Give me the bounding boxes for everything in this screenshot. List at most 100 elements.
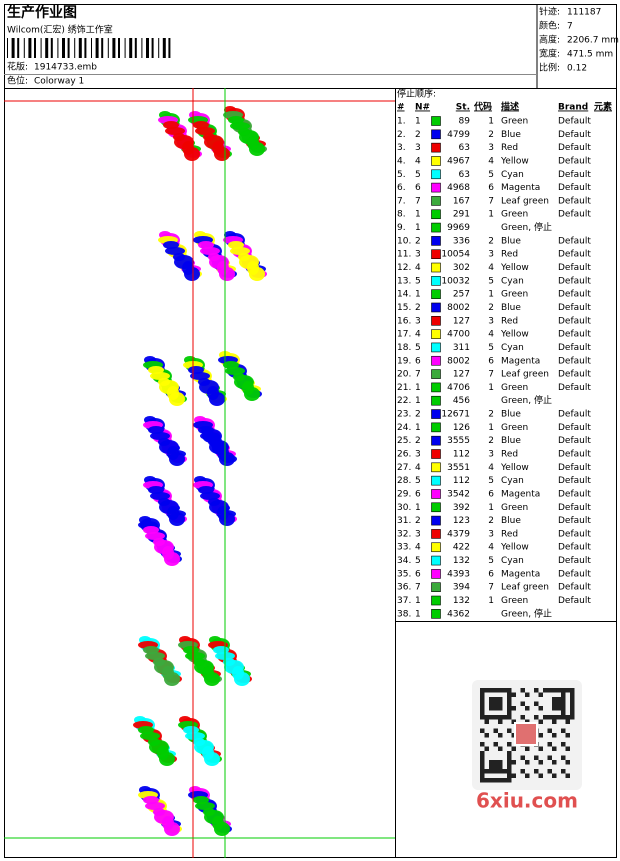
qr-cell xyxy=(561,688,566,693)
stitch-shape xyxy=(198,426,214,434)
cell-brand: Default xyxy=(558,516,591,526)
cell-st: 4706 xyxy=(447,383,470,393)
qr-cell xyxy=(498,688,503,693)
info-value: 7 xyxy=(567,22,573,32)
qr-cell xyxy=(493,706,498,711)
qr-cell xyxy=(493,742,498,747)
cell-needle: 1 xyxy=(415,596,421,606)
cell-needle: 3 xyxy=(415,143,421,153)
color-swatch xyxy=(431,542,441,553)
cell-code: 3 xyxy=(488,529,494,539)
cell-st: 336 xyxy=(453,236,470,246)
qr-cell xyxy=(493,701,498,706)
cell-desc: Cyan xyxy=(501,343,524,353)
qr-cell xyxy=(507,764,512,769)
cell-needle: 3 xyxy=(415,529,421,539)
cell-st: 257 xyxy=(453,290,470,300)
cell-needle: 7 xyxy=(415,196,421,206)
qr-cell xyxy=(570,701,575,706)
qr-cell xyxy=(552,773,557,778)
color-swatch xyxy=(431,156,441,166)
qr-cell xyxy=(552,697,557,702)
cell-st: 394 xyxy=(453,583,470,593)
bar xyxy=(124,38,126,58)
subtitle: Wilcom(汇宏) 绣饰工作室 xyxy=(7,24,113,36)
qr-cell xyxy=(543,688,548,693)
stitch-shape xyxy=(159,440,179,454)
cell-n: 3. xyxy=(397,143,406,153)
qr-cell xyxy=(570,688,575,693)
qr-cell xyxy=(534,769,539,774)
bar xyxy=(151,38,154,58)
qr-cell xyxy=(480,697,485,702)
stitch-shape xyxy=(150,432,170,440)
qr-cell xyxy=(507,769,512,774)
qr-cell xyxy=(570,710,575,715)
color-swatch xyxy=(431,395,441,406)
cell-desc: Blue xyxy=(501,303,521,313)
cell-desc: Green, 停止 xyxy=(501,221,552,233)
qr-cell xyxy=(538,733,543,738)
qr-cell xyxy=(561,755,566,760)
cell-n: 20. xyxy=(397,370,411,380)
stitch-shape xyxy=(154,540,174,554)
cell-desc: Green xyxy=(501,290,528,300)
cell-desc: Cyan xyxy=(501,276,524,286)
stitch-shape xyxy=(145,652,165,660)
stitch-shape xyxy=(154,660,174,674)
cell-code: 6 xyxy=(488,356,494,366)
cell-desc: Leaf green xyxy=(501,196,549,206)
color-swatch xyxy=(431,302,441,313)
bar xyxy=(134,38,137,58)
cell-desc: Yellow xyxy=(500,263,529,273)
qr-cell xyxy=(507,688,512,693)
bar xyxy=(34,38,36,58)
stitch-shape xyxy=(223,361,239,369)
color-swatch xyxy=(431,595,441,606)
cell-code: 6 xyxy=(488,183,494,193)
qr-cell xyxy=(480,742,485,747)
cell-code: 1 xyxy=(488,210,494,220)
stitch-shape xyxy=(150,372,170,380)
cell-desc: Magenta xyxy=(501,569,540,579)
color-swatch xyxy=(431,262,441,273)
qr-cell xyxy=(480,778,485,783)
bar xyxy=(45,38,49,58)
cell-n: 12. xyxy=(397,263,411,273)
stitch-shape xyxy=(145,532,165,540)
cell-needle: 6 xyxy=(415,183,421,193)
cell-desc: Yellow xyxy=(500,463,529,473)
cell-n: 13. xyxy=(397,276,411,286)
bar xyxy=(141,38,143,58)
qr-cell xyxy=(484,688,489,693)
qr-cell xyxy=(480,728,485,733)
qr-cell xyxy=(502,715,507,720)
qr-cell xyxy=(511,706,516,711)
color-swatch xyxy=(431,435,441,446)
color-swatch xyxy=(431,369,441,379)
cell-brand: Default xyxy=(558,489,591,499)
cell-code: 6 xyxy=(488,489,494,499)
cell-n: 33. xyxy=(397,543,411,553)
qr-cell xyxy=(511,773,516,778)
stitch-shape xyxy=(204,135,224,149)
qr-cell xyxy=(552,733,557,738)
cell-n: 30. xyxy=(397,503,411,513)
cell-code: 4 xyxy=(488,543,494,553)
bar xyxy=(11,38,15,58)
stitch-shape xyxy=(143,646,159,654)
cell-n: 8. xyxy=(397,210,406,220)
cell-needle: 5 xyxy=(415,556,421,566)
qr-cell xyxy=(498,697,503,702)
cell-needle: 1 xyxy=(415,609,421,619)
cell-st: 123 xyxy=(453,516,470,526)
cell-n: 6. xyxy=(397,183,406,193)
bar xyxy=(74,38,76,58)
qr-cell xyxy=(480,692,485,697)
stitch-shape xyxy=(185,652,205,660)
color-swatch xyxy=(431,116,441,126)
colorway: Colorway 1 xyxy=(34,77,84,87)
bar xyxy=(84,38,87,58)
color-swatch xyxy=(431,355,441,366)
qr-cell xyxy=(493,697,498,702)
